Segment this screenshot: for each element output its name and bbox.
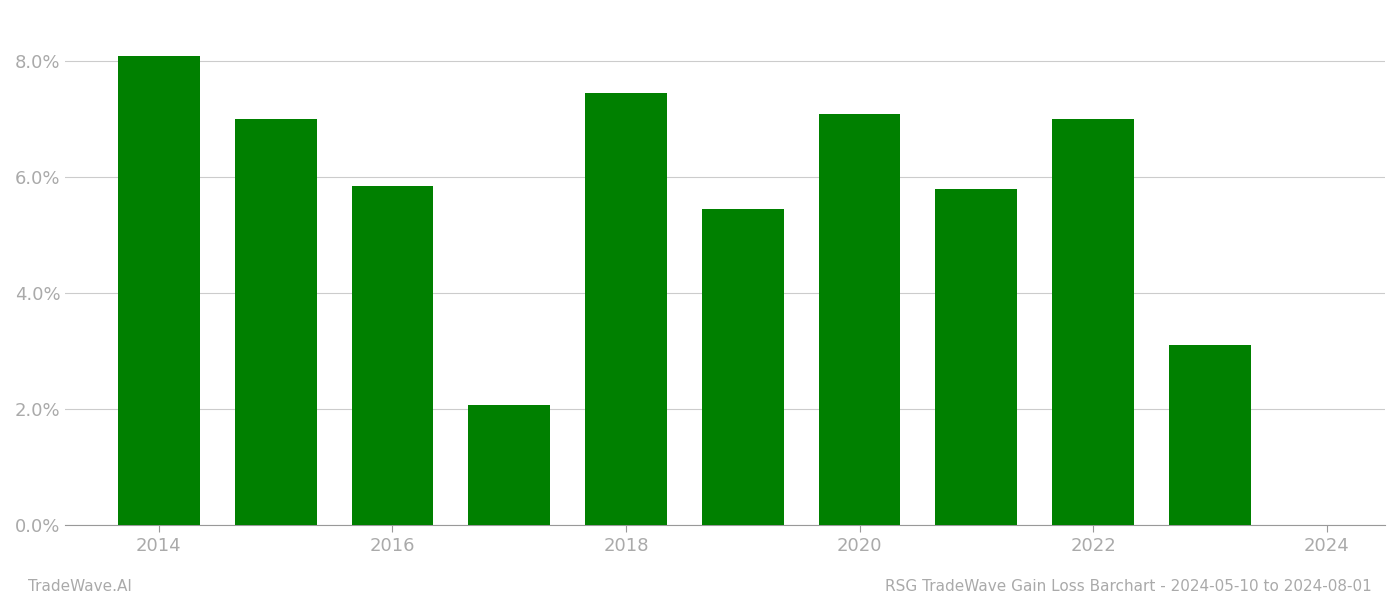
Bar xyxy=(585,93,666,525)
Bar xyxy=(469,405,550,525)
Bar xyxy=(1169,346,1250,525)
Bar xyxy=(935,189,1018,525)
Bar xyxy=(235,119,316,525)
Bar xyxy=(819,113,900,525)
Text: TradeWave.AI: TradeWave.AI xyxy=(28,579,132,594)
Bar xyxy=(701,209,784,525)
Bar xyxy=(351,186,434,525)
Bar xyxy=(118,56,200,525)
Text: RSG TradeWave Gain Loss Barchart - 2024-05-10 to 2024-08-01: RSG TradeWave Gain Loss Barchart - 2024-… xyxy=(885,579,1372,594)
Bar xyxy=(1053,119,1134,525)
